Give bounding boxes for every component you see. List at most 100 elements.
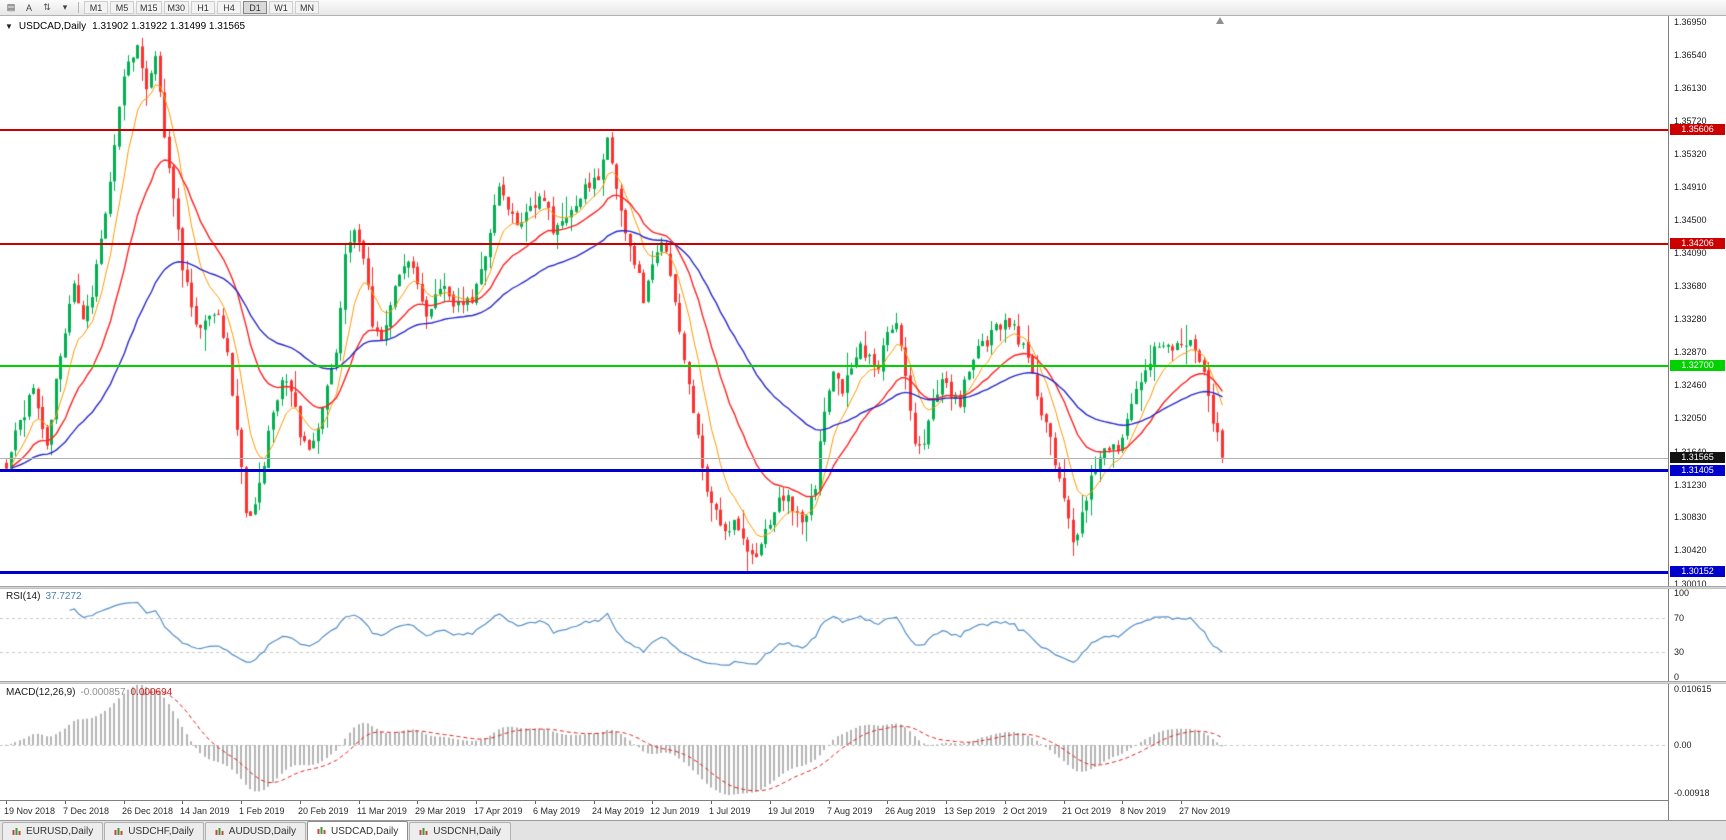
- timeframe-m30[interactable]: M30: [163, 1, 190, 14]
- date-label: 19 Nov 2018: [4, 806, 56, 816]
- tab-eurusd-daily[interactable]: EURUSD,Daily: [2, 822, 104, 840]
- price-tick: 1.34090: [1674, 248, 1707, 259]
- timeframe-h4[interactable]: H4: [217, 1, 242, 14]
- rsi-panel-canvas[interactable]: [0, 589, 1668, 681]
- price-tick: 1.34500: [1674, 215, 1707, 226]
- level-price-flag[interactable]: 1.31405: [1670, 464, 1725, 476]
- level-line-1.31405[interactable]: [0, 469, 1668, 473]
- candlestick-icon: [419, 827, 428, 835]
- price-tick: 1.35720: [1674, 116, 1707, 127]
- time-axis[interactable]: 19 Nov 2018 7 Dec 2018 26 Dec 2018 14 Jan 2…: [0, 800, 1668, 820]
- date-label: 19 Jul 2019: [768, 806, 815, 816]
- macd-signal-value: 0.000694: [130, 687, 173, 698]
- rsi-indicator-value: 37.7272: [45, 591, 82, 602]
- date-label: 2 Oct 2019: [1003, 806, 1048, 816]
- tab-usdcnh-daily[interactable]: USDCNH,Daily: [409, 822, 512, 840]
- time-tick: [476, 801, 477, 804]
- time-tick: [6, 801, 7, 804]
- date-label: 13 Sep 2019: [944, 806, 996, 816]
- time-tick: [829, 801, 830, 804]
- timeframe-m1[interactable]: M1: [84, 1, 108, 14]
- tab-label: USDCHF,Daily: [128, 826, 194, 837]
- date-label: 7 Aug 2019: [827, 806, 873, 816]
- main-chart-canvas[interactable]: [0, 16, 1668, 586]
- scroll-tool-icon[interactable]: ⇅: [43, 2, 51, 12]
- date-label: 27 Nov 2019: [1179, 806, 1231, 816]
- chart-tabs: EURUSD,Daily USDCHF,Daily AUDUSD,Daily USDC…: [0, 820, 1726, 840]
- cursor-tool-icon[interactable]: A: [25, 2, 32, 13]
- candlestick-icon: [317, 827, 326, 834]
- candlestick-icon: [215, 827, 224, 835]
- time-tick: [359, 801, 360, 804]
- time-tick: [65, 801, 66, 804]
- price-tick: 1.30010: [1674, 578, 1707, 589]
- price-tick: 1.30420: [1674, 545, 1707, 556]
- tab-label: AUDUSD,Daily: [228, 826, 297, 837]
- price-tick: 1.32050: [1674, 413, 1707, 424]
- level-line-1.35606[interactable]: [0, 129, 1668, 132]
- timeframe-m15[interactable]: M15: [136, 1, 162, 14]
- price-axis[interactable]: 1.36950 1.36540 1.36130 1.35720 1.35320 1.349…: [1668, 16, 1726, 820]
- time-tick: [770, 801, 771, 804]
- chart-window-icon[interactable]: ▤: [6, 2, 16, 12]
- toolbar-icons: ▤ A ⇅ ▾: [3, 1, 73, 14]
- timeframe-w1[interactable]: W1: [269, 1, 294, 14]
- tab-label: USDCAD,Daily: [331, 825, 399, 837]
- timeframe-h1[interactable]: H1: [191, 1, 216, 14]
- rsi-scale-label: 70: [1674, 613, 1685, 624]
- rsi-label: RSI(14) 37.7272: [6, 591, 82, 602]
- macd-panel-canvas[interactable]: [0, 684, 1668, 800]
- price-tick: 1.32460: [1674, 380, 1707, 391]
- time-tick: [417, 801, 418, 804]
- rsi-scale-label: 100: [1674, 588, 1690, 598]
- price-tick: 1.36540: [1674, 49, 1707, 60]
- collapse-arrow-icon[interactable]: ▼: [5, 22, 13, 31]
- tab-audusd-daily[interactable]: AUDUSD,Daily: [204, 822, 307, 840]
- price-tick: 1.33680: [1674, 281, 1707, 292]
- time-tick: [1181, 801, 1182, 804]
- level-line-1.32700[interactable]: [0, 364, 1668, 367]
- date-label: 12 Jun 2019: [650, 806, 700, 816]
- date-label: 21 Oct 2019: [1062, 806, 1112, 816]
- timeframe-mn[interactable]: MN: [295, 1, 320, 14]
- rsi-scale-label: 0: [1674, 672, 1680, 682]
- tab-usdcad-daily[interactable]: USDCAD,Daily: [307, 821, 409, 840]
- timeframe-m5[interactable]: M5: [110, 1, 134, 14]
- macd-label: MACD(12,26,9) -0.000857 0.000694: [6, 687, 172, 698]
- level-price-flag[interactable]: 1.34206: [1670, 237, 1725, 249]
- chart-shift-marker[interactable]: [1216, 17, 1224, 24]
- chart-ohlc-values: 1.31902 1.31922 1.31499 1.31565: [92, 21, 246, 32]
- bid-price-flag: 1.31565: [1670, 451, 1725, 463]
- toolbar-separator: [78, 2, 79, 13]
- level-price-flag[interactable]: 1.30152: [1670, 566, 1725, 578]
- tab-label: USDCNH,Daily: [433, 826, 502, 837]
- price-tick: 1.35320: [1674, 148, 1707, 159]
- timeframe-d1[interactable]: D1: [243, 1, 268, 14]
- time-tick: [711, 801, 712, 804]
- date-label: 26 Aug 2019: [885, 806, 936, 816]
- date-label: 14 Jan 2019: [180, 806, 230, 816]
- level-price-flag[interactable]: 1.32700: [1670, 359, 1725, 371]
- panel-divider-macd[interactable]: [0, 681, 1726, 684]
- time-tick: [594, 801, 595, 804]
- price-tick: 1.33280: [1674, 313, 1707, 324]
- macd-scale-label: 0.00: [1674, 739, 1692, 750]
- date-label: 17 Apr 2019: [474, 806, 523, 816]
- price-tick: 1.31230: [1674, 479, 1707, 490]
- level-line-1.30152[interactable]: [0, 570, 1668, 574]
- level-price-flag[interactable]: 1.35606: [1670, 124, 1725, 136]
- time-tick: [652, 801, 653, 804]
- panel-divider-rsi[interactable]: [0, 586, 1726, 589]
- price-tick: 1.36130: [1674, 83, 1707, 94]
- time-tick: [124, 801, 125, 804]
- price-tick: 1.36950: [1674, 16, 1707, 27]
- candlestick-icon: [12, 827, 21, 835]
- tab-usdchf-daily[interactable]: USDCHF,Daily: [104, 822, 204, 840]
- macd-scale-label: 0.010615: [1674, 684, 1712, 694]
- dropdown-arrow-icon[interactable]: ▾: [62, 2, 68, 12]
- time-tick: [535, 801, 536, 804]
- time-tick: [946, 801, 947, 804]
- time-tick: [1064, 801, 1065, 804]
- level-line-1.34206[interactable]: [0, 242, 1668, 245]
